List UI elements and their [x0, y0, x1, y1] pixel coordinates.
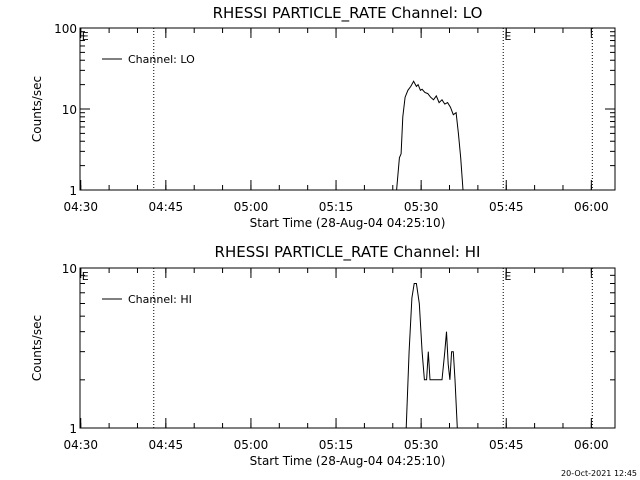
x-tick-label: 06:00: [574, 200, 609, 214]
event-marker: E: [504, 30, 511, 43]
x-axis-label: Start Time (28-Aug-04 04:25:10): [250, 454, 446, 468]
x-tick-label: 05:30: [404, 200, 439, 214]
y-axis-label: Counts/sec: [30, 315, 44, 381]
y-tick-label: 10: [62, 103, 77, 117]
x-tick-label: 05:15: [319, 438, 354, 452]
x-tick-label: 05:30: [404, 438, 439, 452]
x-tick-label: 04:30: [63, 438, 98, 452]
event-marker: E: [82, 30, 89, 43]
lo-channel-panel: RHESSI PARTICLE_RATE Channel: LO 1 10 100 Co…: [30, 4, 616, 230]
y-tick-label: 1: [69, 184, 77, 198]
x-tick-label: 04:30: [63, 200, 98, 214]
x-tick-label: 05:00: [234, 438, 269, 452]
x-tick-label: 05:00: [234, 200, 269, 214]
x-tick-label: 05:45: [489, 438, 524, 452]
x-tick-label: 06:00: [574, 438, 609, 452]
x-tick-label: 04:45: [149, 200, 184, 214]
timestamp: 20-Oct-2021 12:45: [561, 469, 637, 478]
x-tick-label: 05:15: [319, 200, 354, 214]
x-tick-label: 05:45: [489, 200, 524, 214]
y-axis-label: Counts/sec: [30, 76, 44, 142]
y-tick-label: 1: [69, 422, 77, 436]
series-line: [405, 283, 458, 429]
event-marker: E: [82, 270, 89, 283]
x-axis-label: Start Time (28-Aug-04 04:25:10): [250, 216, 446, 230]
y-tick-label: 10: [62, 262, 77, 276]
chart-title: RHESSI PARTICLE_RATE Channel: LO: [213, 4, 483, 23]
x-tick-label: 04:45: [149, 438, 184, 452]
chart-title: RHESSI PARTICLE_RATE Channel: HI: [215, 243, 481, 262]
hi-channel-panel: RHESSI PARTICLE_RATE Channel: HI 1 10 Count…: [30, 243, 616, 468]
legend-label: Channel: HI: [128, 293, 192, 306]
event-marker: E: [504, 270, 511, 283]
y-tick-label: 100: [54, 22, 77, 36]
legend-label: Channel: LO: [128, 53, 195, 66]
series-line: [396, 80, 464, 191]
plot-frame: [79, 267, 616, 429]
